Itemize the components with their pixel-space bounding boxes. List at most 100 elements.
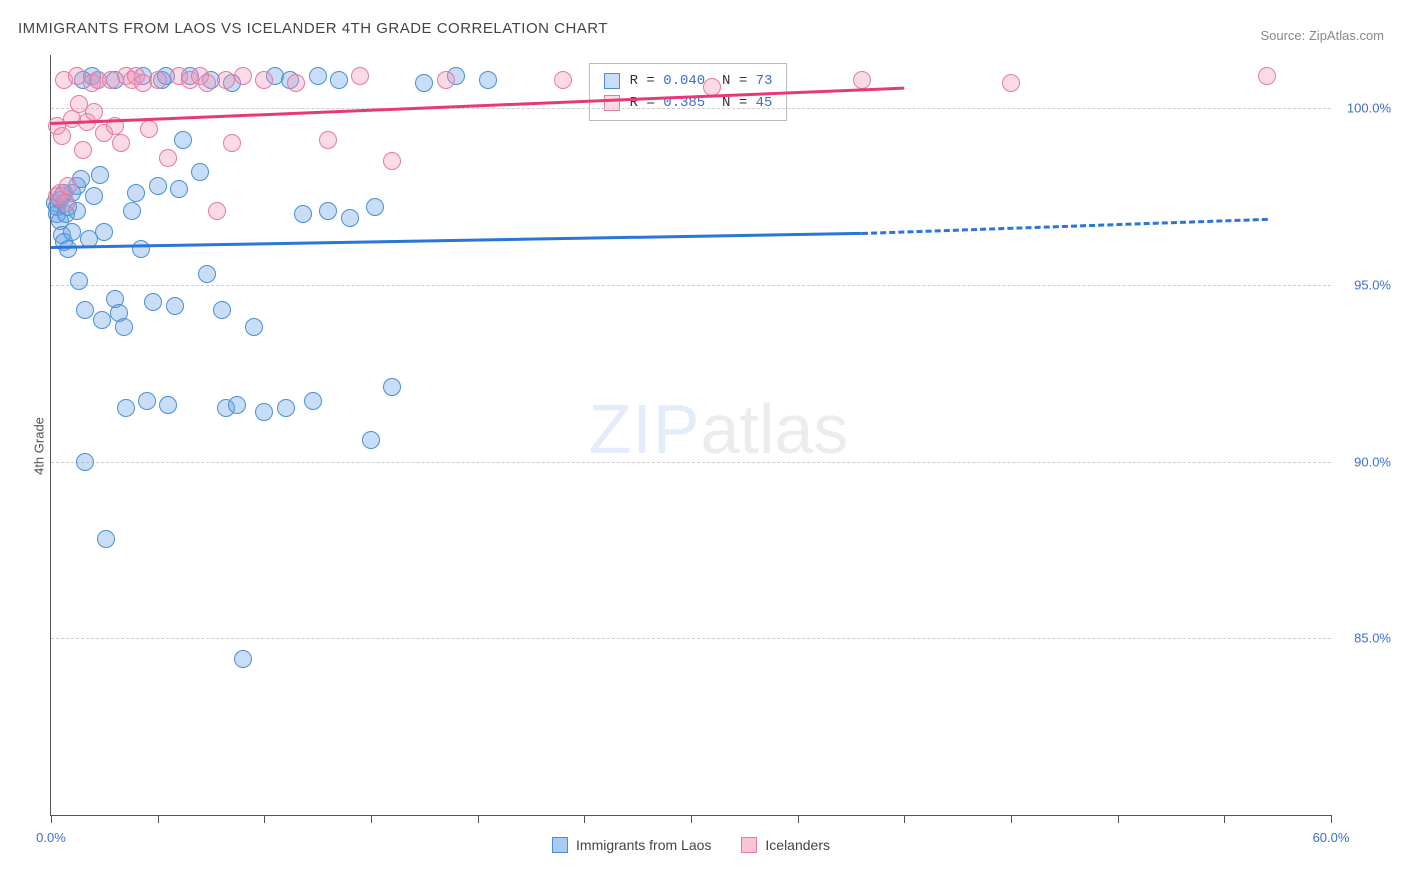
chart-title: IMMIGRANTS FROM LAOS VS ICELANDER 4TH GR…	[18, 20, 608, 37]
trend-line	[862, 218, 1267, 235]
data-point	[174, 131, 192, 149]
data-point	[53, 127, 71, 145]
y-tick-label: 95.0%	[1336, 277, 1391, 292]
data-point	[1002, 74, 1020, 92]
legend-row: R = 0.040 N = 73	[604, 70, 773, 92]
data-point	[277, 399, 295, 417]
data-point	[127, 184, 145, 202]
x-tick	[158, 815, 159, 823]
legend-item: Icelanders	[741, 837, 830, 853]
data-point	[170, 180, 188, 198]
data-point	[234, 67, 252, 85]
x-tick	[798, 815, 799, 823]
data-point	[319, 202, 337, 220]
data-point	[255, 71, 273, 89]
data-point	[74, 141, 92, 159]
legend-swatch	[552, 837, 568, 853]
source-attribution: Source: ZipAtlas.com	[1260, 28, 1384, 43]
legend-swatch	[741, 837, 757, 853]
data-point	[70, 272, 88, 290]
data-point	[123, 202, 141, 220]
data-point	[554, 71, 572, 89]
series-legend: Immigrants from Laos Icelanders	[51, 837, 1331, 853]
data-point	[853, 71, 871, 89]
gridline	[51, 462, 1331, 463]
x-tick	[1331, 815, 1332, 823]
x-tick	[1118, 815, 1119, 823]
data-point	[383, 152, 401, 170]
data-point	[234, 650, 252, 668]
data-point	[59, 177, 77, 195]
data-point	[415, 74, 433, 92]
data-point	[223, 134, 241, 152]
data-point	[191, 163, 209, 181]
data-point	[304, 392, 322, 410]
watermark-atlas: atlas	[701, 390, 849, 468]
data-point	[140, 120, 158, 138]
scatter-plot: ZIPatlas R = 0.040 N = 73R = 0.385 N = 4…	[50, 55, 1331, 816]
data-point	[366, 198, 384, 216]
y-tick-label: 85.0%	[1336, 631, 1391, 646]
legend-stats: R = 0.040 N = 73	[630, 70, 773, 92]
data-point	[57, 194, 75, 212]
legend-label: Icelanders	[765, 837, 830, 853]
data-point	[76, 301, 94, 319]
data-point	[362, 431, 380, 449]
x-tick-label: 0.0%	[36, 830, 66, 845]
data-point	[159, 396, 177, 414]
watermark-zip: ZIP	[589, 390, 701, 468]
x-tick	[691, 815, 692, 823]
gridline	[51, 638, 1331, 639]
data-point	[703, 78, 721, 96]
x-tick	[51, 815, 52, 823]
data-point	[117, 399, 135, 417]
data-point	[319, 131, 337, 149]
y-tick-label: 90.0%	[1336, 454, 1391, 469]
gridline	[51, 108, 1331, 109]
legend-swatch	[604, 73, 620, 89]
data-point	[63, 223, 81, 241]
data-point	[95, 223, 113, 241]
data-point	[59, 240, 77, 258]
data-point	[91, 166, 109, 184]
data-point	[383, 378, 401, 396]
legend-item: Immigrants from Laos	[552, 837, 711, 853]
data-point	[351, 67, 369, 85]
data-point	[245, 318, 263, 336]
correlation-legend: R = 0.040 N = 73R = 0.385 N = 45	[589, 63, 788, 121]
x-tick	[371, 815, 372, 823]
data-point	[97, 530, 115, 548]
data-point	[1258, 67, 1276, 85]
y-tick-label: 100.0%	[1336, 101, 1391, 116]
data-point	[213, 301, 231, 319]
data-point	[341, 209, 359, 227]
gridline	[51, 285, 1331, 286]
legend-label: Immigrants from Laos	[576, 837, 711, 853]
data-point	[198, 265, 216, 283]
data-point	[479, 71, 497, 89]
y-axis-label: 4th Grade	[31, 417, 46, 475]
data-point	[217, 71, 235, 89]
data-point	[294, 205, 312, 223]
x-tick-label: 60.0%	[1313, 830, 1350, 845]
watermark: ZIPatlas	[589, 389, 849, 469]
data-point	[330, 71, 348, 89]
data-point	[144, 293, 162, 311]
data-point	[132, 240, 150, 258]
x-tick	[584, 815, 585, 823]
data-point	[159, 149, 177, 167]
data-point	[149, 177, 167, 195]
data-point	[166, 297, 184, 315]
data-point	[198, 74, 216, 92]
data-point	[228, 396, 246, 414]
data-point	[208, 202, 226, 220]
data-point	[115, 318, 133, 336]
x-tick	[478, 815, 479, 823]
data-point	[309, 67, 327, 85]
x-tick	[904, 815, 905, 823]
data-point	[287, 74, 305, 92]
data-point	[93, 311, 111, 329]
data-point	[85, 187, 103, 205]
x-tick	[264, 815, 265, 823]
data-point	[76, 453, 94, 471]
